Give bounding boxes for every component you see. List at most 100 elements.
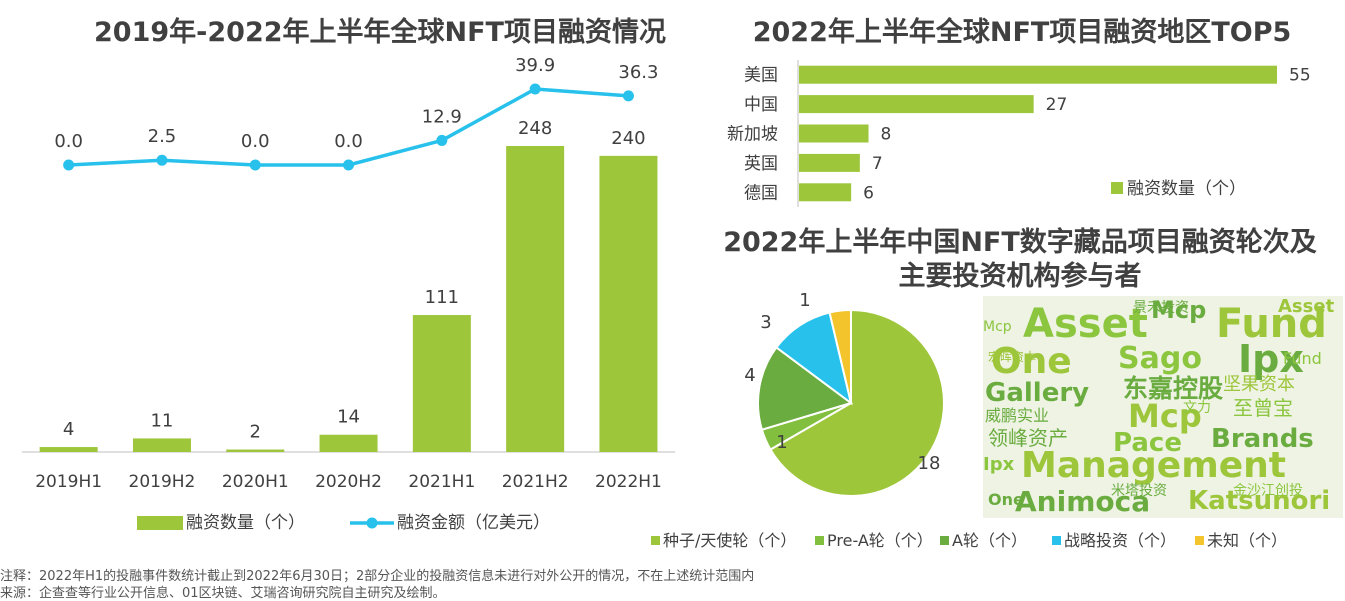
pie-legend-swatch bbox=[651, 536, 660, 545]
legend-swatch-count bbox=[137, 516, 183, 530]
x-tick-label: 2021H1 bbox=[408, 472, 475, 492]
amount-value-label: 39.9 bbox=[515, 55, 555, 76]
pie-legend-swatch bbox=[815, 536, 824, 545]
word-cloud-word: 坚果资本 bbox=[1223, 374, 1295, 395]
x-tick-label: 2022H1 bbox=[595, 472, 662, 492]
word-cloud-word: Mcp bbox=[983, 319, 1012, 335]
x-tick-label: 2021H2 bbox=[502, 472, 569, 492]
word-cloud-word: Gallery bbox=[985, 378, 1090, 408]
x-tick-label: 2019H1 bbox=[35, 472, 102, 492]
pie-slice bbox=[828, 308, 852, 404]
funding-bar-line-chart: 4 2019H1 11 2019H2 2 2020H1 14 2020H2 111 2021H1 2… bbox=[22, 55, 676, 533]
pie-value-label: 1 bbox=[776, 432, 787, 453]
investor-word-cloud: Asset Fund Mcp Ipx One Sago Gallery 东嘉控股 坚果资本 至曾宝… bbox=[983, 296, 1343, 518]
pie-legend-swatch bbox=[1195, 536, 1204, 545]
region-label: 美国 bbox=[744, 66, 778, 86]
amount-point bbox=[529, 83, 541, 95]
region-bar bbox=[799, 183, 852, 202]
word-cloud-word: Brands bbox=[1211, 424, 1314, 454]
pie-legend-label: Pre-A轮（个） bbox=[827, 531, 933, 550]
region-value-label: 6 bbox=[863, 183, 874, 203]
region-label: 新加坡 bbox=[727, 125, 778, 145]
word-cloud-word: Sago bbox=[1118, 341, 1202, 376]
region-value-label: 7 bbox=[872, 154, 883, 174]
word-cloud-word: 景禾投资 bbox=[1133, 300, 1189, 316]
word-cloud-word: 领峰资产 bbox=[988, 426, 1068, 450]
amount-point bbox=[622, 90, 634, 102]
pie-chart-title-line2: 主要投资机构参与者 bbox=[898, 261, 1142, 292]
bar bbox=[132, 438, 191, 452]
bar-value-label: 11 bbox=[150, 410, 173, 431]
word-cloud-word: Management bbox=[1021, 445, 1286, 486]
pie-legend-label: 种子/天使轮（个） bbox=[663, 531, 796, 550]
bar-value-label: 14 bbox=[337, 407, 360, 428]
amount-value-label: 0.0 bbox=[334, 131, 363, 152]
region-bar bbox=[799, 124, 869, 143]
legend-label-count: 融资数量（个） bbox=[186, 513, 305, 533]
pie-legend-label: 未知（个） bbox=[1207, 531, 1287, 550]
word-cloud-word: 宏晖资本 bbox=[988, 350, 1037, 364]
bar-value-label: 248 bbox=[518, 118, 552, 139]
word-cloud-word: Mcp bbox=[1151, 296, 1207, 324]
word-cloud-word: 米塔投资 bbox=[1111, 483, 1167, 499]
amount-point bbox=[436, 134, 448, 146]
region-bar bbox=[799, 65, 1277, 84]
word-cloud-word: Katsunori bbox=[1188, 486, 1331, 516]
legend-marker-amount bbox=[366, 517, 378, 529]
word-cloud-word: Ipx bbox=[1238, 337, 1304, 381]
word-cloud-word: 东嘉控股 bbox=[1123, 374, 1224, 403]
region-label: 中国 bbox=[744, 95, 778, 115]
source-note: 来源：企查查等行业公开信息、01区块链、艾瑞咨询研究院自主研究及绘制。 bbox=[0, 586, 446, 601]
pie-value-label: 3 bbox=[760, 312, 771, 333]
bar bbox=[506, 146, 565, 452]
word-cloud-word: 文力 bbox=[1183, 400, 1211, 416]
region-legend-label: 融资数量（个） bbox=[1127, 179, 1246, 199]
word-cloud-word: Asset bbox=[1023, 301, 1148, 347]
amount-value-label: 36.3 bbox=[618, 62, 658, 83]
word-cloud-word: Ipx bbox=[983, 454, 1015, 475]
pie-legend-label: A轮（个） bbox=[952, 531, 1027, 550]
amount-point bbox=[63, 159, 75, 171]
region-value-label: 8 bbox=[881, 125, 892, 145]
region-legend-swatch bbox=[1111, 182, 1123, 194]
pie-legend-swatch bbox=[940, 536, 949, 545]
amount-point bbox=[156, 154, 168, 166]
amount-value-label: 12.9 bbox=[422, 106, 462, 127]
word-cloud-word: 至曾宝 bbox=[1233, 396, 1293, 420]
pie-value-label: 1 bbox=[799, 290, 810, 311]
region-value-label: 55 bbox=[1289, 66, 1311, 86]
word-cloud-word: One bbox=[988, 490, 1024, 509]
pie-legend-swatch bbox=[1052, 536, 1061, 545]
footnote: 注释：2022年H1的投融事件数统计截止到2022年6月30日；2部分企业的投融… bbox=[0, 569, 755, 584]
word-cloud-word: 威鹏实业 bbox=[985, 406, 1050, 425]
pie-legend-label: 战略投资（个） bbox=[1064, 531, 1176, 550]
legend-label-amount: 融资金额（亿美元） bbox=[397, 513, 550, 533]
amount-point bbox=[249, 159, 261, 171]
x-tick-label: 2020H2 bbox=[315, 472, 382, 492]
amount-value-label: 0.0 bbox=[54, 131, 83, 152]
amount-point bbox=[343, 159, 355, 171]
x-tick-label: 2019H2 bbox=[129, 472, 196, 492]
region-label: 英国 bbox=[744, 154, 778, 174]
word-cloud-word: Pace bbox=[1113, 428, 1182, 458]
pie-chart-title-line1: 2022年上半年中国NFT数字藏品项目融资轮次及 bbox=[723, 227, 1317, 258]
region-label: 德国 bbox=[744, 183, 778, 203]
pie-slice bbox=[757, 346, 854, 431]
amount-value-label: 0.0 bbox=[241, 131, 270, 152]
x-tick-label: 2020H1 bbox=[222, 472, 289, 492]
region-value-label: 27 bbox=[1046, 95, 1068, 115]
pie-slice bbox=[769, 308, 945, 497]
word-cloud-word: Asset bbox=[1278, 296, 1335, 317]
bar-value-label: 2 bbox=[250, 422, 261, 443]
pie-value-label: 18 bbox=[918, 453, 941, 474]
word-cloud-word: Fund bbox=[1283, 349, 1322, 368]
word-cloud-word: Fund bbox=[1216, 301, 1327, 347]
pie-slice bbox=[775, 311, 853, 406]
bar-value-label: 4 bbox=[63, 419, 74, 440]
bar-value-label: 111 bbox=[425, 287, 459, 308]
word-cloud-word: 金沙江创投 bbox=[1233, 483, 1303, 499]
round-pie-chart: 18 1 4 3 1 种子/天使轮（个） Pre-A轮（个） A轮（个） 战略投资（个） 未知（个… bbox=[651, 290, 1287, 550]
region-chart-title: 2022年上半年全球NFT项目融资地区TOP5 bbox=[752, 17, 1292, 48]
word-cloud-word: Animoca bbox=[1015, 485, 1151, 518]
bar bbox=[412, 315, 471, 452]
